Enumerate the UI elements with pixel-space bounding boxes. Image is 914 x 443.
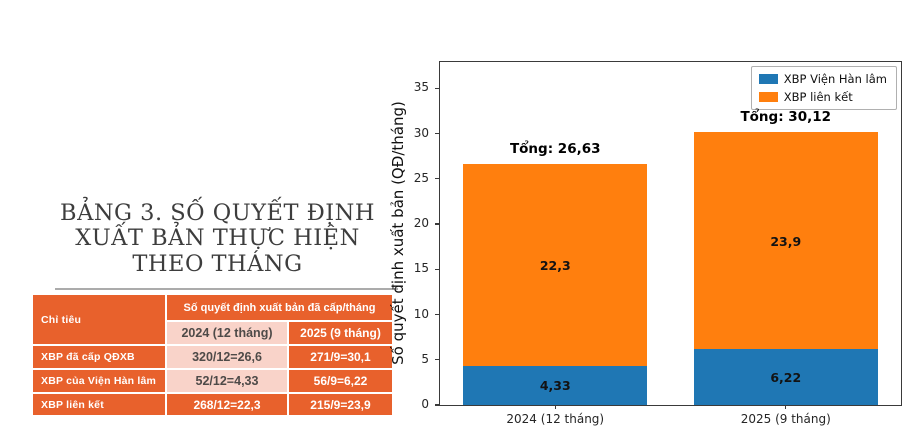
table-cell-2024: 320/12=26,6 — [167, 346, 287, 368]
bar-total-label: Tổng: 26,63 — [509, 140, 601, 157]
table-title: BẢNG 3. SỐ QUYẾT ĐỊNH XUẤT BẢN THỰC HIỆN… — [60, 200, 375, 277]
y-tick-mark — [435, 87, 439, 89]
y-tick-mark — [435, 132, 439, 135]
y-tick-label: 20 — [413, 216, 429, 230]
y-tick-label: 10 — [413, 306, 429, 321]
table-header-group: Số quyết định xuất bản đã cấp/tháng — [167, 295, 392, 320]
bar-segment-label: 23,9 — [770, 233, 802, 249]
y-tick-mark — [435, 313, 439, 316]
bar-segment-label: 6,22 — [770, 369, 802, 385]
table-cell-2025: 271/9=30,1 — [289, 346, 392, 368]
y-tick-label: 5 — [421, 351, 429, 366]
table-cell-2024: 52/12=4,33 — [167, 370, 287, 392]
bar-segment-label: 4,33 — [539, 378, 571, 394]
y-tick-label: 0 — [421, 397, 429, 411]
legend-label: XBP Viện Hàn lâm — [783, 72, 887, 86]
table-cell-2025: 56/9=6,22 — [289, 370, 392, 392]
y-tick-label: 35 — [413, 80, 429, 95]
legend-label: XBP liên kết — [783, 90, 853, 104]
plot-area: XBP Viện Hàn lâm XBP liên kết 4,33 22,3 Tổ… — [435, 61, 902, 426]
bar-total-label: Tổng: 30,12 — [740, 109, 832, 126]
bar-segment-lien-ket — [693, 132, 878, 349]
y-tick-mark — [435, 359, 439, 361]
table-row-label: XBP liên kết — [33, 394, 165, 415]
y-tick-mark — [435, 404, 439, 406]
table-header-2024: 2024 (12 tháng) — [167, 322, 287, 344]
divider-line — [55, 288, 398, 290]
y-axis: 0 5 10 15 20 25 30 35 — [394, 61, 438, 410]
x-tick-mark — [785, 405, 787, 409]
legend-swatch-blue — [758, 74, 778, 84]
bar-segment-label: 22,3 — [539, 257, 571, 273]
y-tick-mark — [435, 178, 439, 180]
stacked-bar: 6,22 23,9 Tổng: 30,12 — [693, 62, 878, 405]
x-tick-label: 2024 (12 tháng) — [506, 412, 605, 426]
legend-item: XBP Viện Hàn lâm — [758, 72, 887, 86]
data-table: Chỉ tiêu Số quyết định xuất bản đã cấp/t… — [33, 295, 392, 415]
legend-item: XBP liên kết — [758, 90, 887, 104]
table-cell-2025: 215/9=23,9 — [289, 394, 392, 415]
y-tick-label: 25 — [413, 170, 429, 185]
table-header-2025: 2025 (9 tháng) — [289, 322, 392, 344]
bar-segment-vien-han-lam — [463, 365, 648, 405]
y-tick-label: 15 — [413, 261, 429, 276]
bar-segment-vien-han-lam — [693, 348, 878, 405]
table-row-label: XBP đã cấp QĐXB — [33, 346, 165, 368]
y-tick-mark — [435, 268, 439, 270]
table-cell-2024: 268/12=22,3 — [167, 394, 287, 415]
table-row-label: XBP của Viện Hàn lâm — [33, 370, 165, 392]
x-tick-label: 2025 (9 tháng) — [740, 412, 831, 426]
x-tick-mark — [554, 405, 556, 409]
legend-swatch-orange — [758, 92, 778, 102]
stacked-bar: 4,33 22,3 Tổng: 26,63 — [463, 62, 648, 405]
chart-legend: XBP Viện Hàn lâm XBP liên kết — [750, 66, 897, 110]
bar-segment-lien-ket — [463, 164, 648, 366]
y-tick-label: 30 — [413, 125, 429, 140]
y-tick-mark — [435, 223, 439, 225]
table-header-chitieu: Chỉ tiêu — [33, 295, 165, 344]
